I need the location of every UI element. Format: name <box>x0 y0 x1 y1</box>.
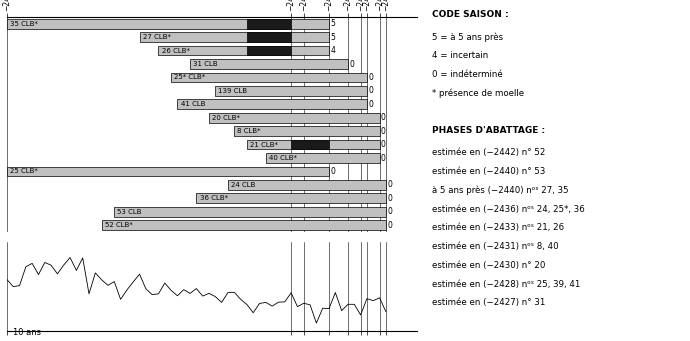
Bar <box>247 32 291 42</box>
Text: 0 = indéterminé: 0 = indéterminé <box>432 70 503 79</box>
Text: 20 CLB*: 20 CLB* <box>212 115 240 121</box>
Bar <box>247 46 291 56</box>
Text: 0: 0 <box>368 73 373 82</box>
Text: 0: 0 <box>381 127 386 136</box>
Text: estimée en (−2442) n° 52: estimée en (−2442) n° 52 <box>432 148 546 157</box>
Text: 52 CLB*: 52 CLB* <box>105 222 132 228</box>
Text: 0: 0 <box>331 167 335 176</box>
Text: estimée en (−2427) n° 31: estimée en (−2427) n° 31 <box>432 298 546 307</box>
Text: 21 CLB*: 21 CLB* <box>250 142 278 148</box>
Text: estimée en (−2431) nᵒˢ 8, 40: estimée en (−2431) nᵒˢ 8, 40 <box>432 242 559 251</box>
Bar <box>235 127 380 136</box>
Text: estimée en (−2430) n° 20: estimée en (−2430) n° 20 <box>432 261 546 270</box>
Text: estimée en (−2428) nᵒˢ 25, 39, 41: estimée en (−2428) nᵒˢ 25, 39, 41 <box>432 280 580 288</box>
Bar <box>139 32 329 42</box>
Text: 0: 0 <box>381 113 386 122</box>
Bar <box>159 46 329 56</box>
Text: estimée en (−2433) nᵒˢ 21, 26: estimée en (−2433) nᵒˢ 21, 26 <box>432 223 564 232</box>
Text: PHASES D'ABATTAGE :: PHASES D'ABATTAGE : <box>432 126 545 135</box>
Text: 0: 0 <box>387 221 392 230</box>
Text: 5: 5 <box>331 33 335 42</box>
Text: 0: 0 <box>381 153 386 163</box>
Bar <box>197 193 386 203</box>
Text: 35 CLB*: 35 CLB* <box>10 21 38 27</box>
Text: 26 CLB*: 26 CLB* <box>161 48 190 54</box>
Text: 10 ans: 10 ans <box>13 328 41 338</box>
Text: 5 = à 5 ans près: 5 = à 5 ans près <box>432 32 503 42</box>
Text: 27 CLB*: 27 CLB* <box>143 34 170 40</box>
Text: 53 CLB: 53 CLB <box>117 209 142 215</box>
Bar <box>177 100 367 109</box>
Bar <box>247 19 291 29</box>
Bar <box>266 153 380 163</box>
Bar <box>101 220 386 230</box>
Bar <box>171 73 367 82</box>
Text: 8 CLB*: 8 CLB* <box>237 128 261 134</box>
Text: 5: 5 <box>331 19 335 28</box>
Bar <box>115 207 386 217</box>
Text: 0: 0 <box>368 86 373 95</box>
Text: 0: 0 <box>387 194 392 203</box>
Text: CODE SAISON :: CODE SAISON : <box>432 10 509 19</box>
Text: 31 CLB: 31 CLB <box>193 61 218 67</box>
Text: 0: 0 <box>349 60 354 69</box>
Bar <box>215 86 367 96</box>
Text: 24 CLB: 24 CLB <box>231 182 255 188</box>
Bar <box>291 140 329 149</box>
Text: 0: 0 <box>368 100 373 109</box>
Text: 36 CLB*: 36 CLB* <box>199 195 228 201</box>
Bar <box>209 113 380 122</box>
Bar <box>190 59 348 69</box>
Text: 40 CLB*: 40 CLB* <box>269 155 297 161</box>
Text: 139 CLB: 139 CLB <box>219 88 248 94</box>
Text: 0: 0 <box>387 180 392 189</box>
Bar <box>7 167 329 176</box>
Text: estimée en (−2436) nᵒˢ 24, 25*, 36: estimée en (−2436) nᵒˢ 24, 25*, 36 <box>432 205 585 213</box>
Text: 0: 0 <box>387 207 392 216</box>
Text: * présence de moelle: * présence de moelle <box>432 89 524 98</box>
Text: 25* CLB*: 25* CLB* <box>175 74 206 80</box>
Text: estimée en (−2440) n° 53: estimée en (−2440) n° 53 <box>432 167 546 176</box>
Text: 4: 4 <box>331 46 335 55</box>
Text: 41 CLB: 41 CLB <box>181 101 205 107</box>
Bar <box>7 19 329 29</box>
Bar <box>247 140 380 149</box>
Text: 0: 0 <box>381 140 386 149</box>
Text: 4 = incertain: 4 = incertain <box>432 51 489 60</box>
Text: 25 CLB*: 25 CLB* <box>10 168 38 175</box>
Bar <box>228 180 386 190</box>
Text: à 5 ans près (−2440) nᵒˢ 27, 35: à 5 ans près (−2440) nᵒˢ 27, 35 <box>432 186 569 195</box>
